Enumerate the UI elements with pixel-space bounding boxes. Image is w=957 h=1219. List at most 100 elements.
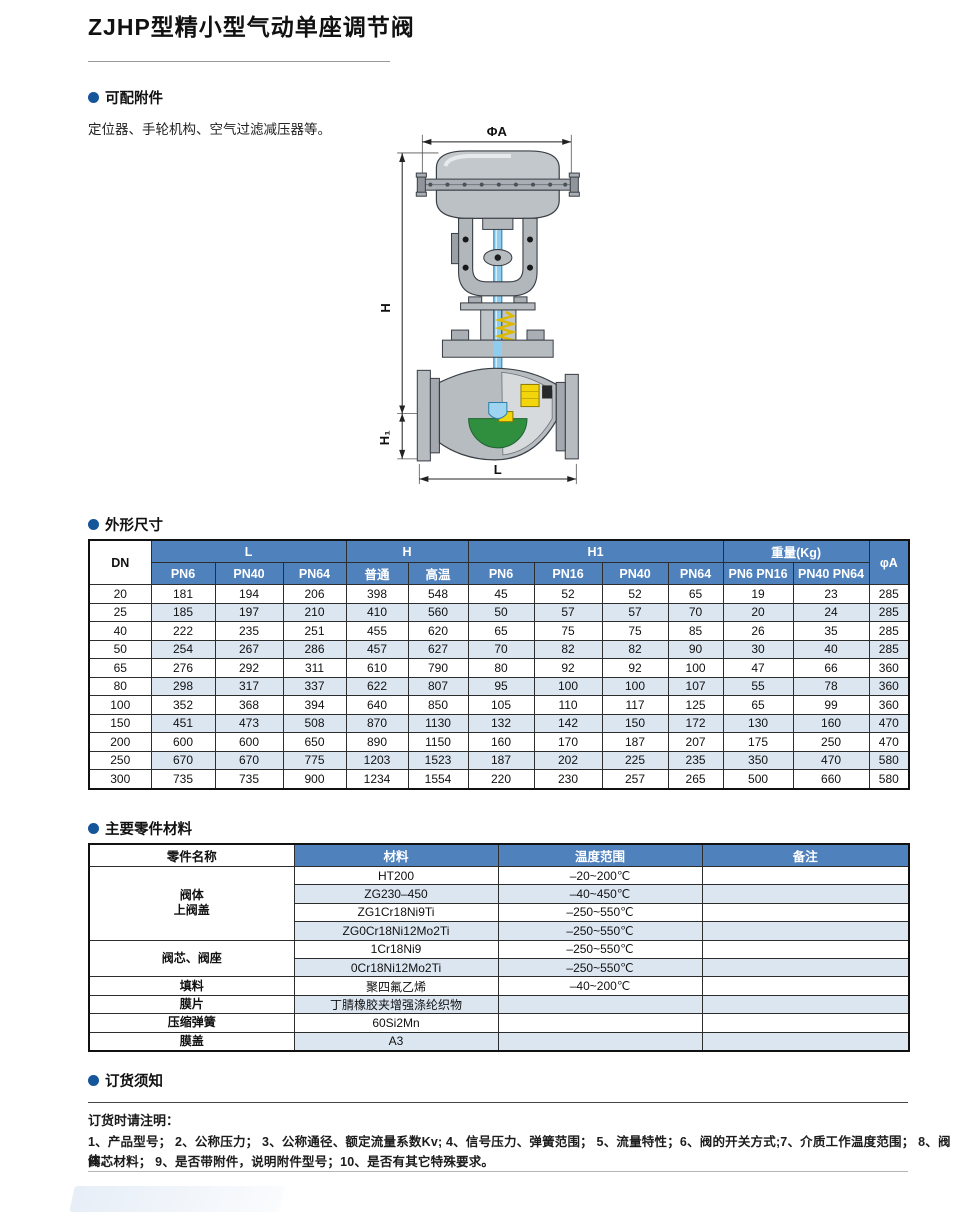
dim-value-cell: 650 [282, 732, 347, 752]
dim-value-cell: 47 [722, 658, 794, 678]
section-heading-dimensions: 外形尺寸 [88, 514, 163, 535]
dim-value-cell: 170 [533, 732, 603, 752]
dim-value-cell: 622 [345, 676, 409, 696]
flange-bolts [428, 182, 568, 187]
dim-value-cell: 317 [214, 676, 284, 696]
mat-remark-cell [701, 1031, 910, 1052]
dim-dn-cell: 40 [88, 621, 152, 641]
section-heading-label: 外形尺寸 [105, 518, 163, 534]
dim-value-cell: 45 [467, 584, 535, 604]
ordering-note-line: 1、产品型号； 2、公称压力； 3、公称通径、额定流量系数Kv; 4、信号压力、… [88, 1135, 951, 1168]
dim-value-cell: 175 [722, 732, 794, 752]
mat-temp-cell [497, 1013, 703, 1033]
mat-temp-cell: –250~550℃ [497, 902, 703, 923]
mat-material-cell: A3 [293, 1031, 499, 1052]
dim-value-cell: 65 [722, 695, 794, 715]
mat-part-name-cell: 膜盖 [88, 1031, 295, 1052]
mat-remark-cell [701, 865, 910, 886]
dim-value-cell: 285 [868, 639, 910, 659]
dim-value-cell: 410 [345, 602, 409, 622]
dim-value-cell: 398 [345, 584, 409, 604]
dim-dn-cell: 200 [88, 732, 152, 752]
dim-value-cell: 225 [601, 750, 669, 770]
dim-value-cell: 870 [345, 713, 409, 733]
dim-label-h: H [378, 303, 393, 312]
page-title: ZJHP型精小型气动单座调节阀 [88, 14, 415, 40]
mat-temp-cell: –20~200℃ [497, 865, 703, 886]
dim-value-cell: 105 [467, 695, 535, 715]
dim-value-cell: 360 [868, 676, 910, 696]
mat-material-cell: 0Cr18Ni12Mo2Ti [293, 957, 499, 978]
dim-value-cell: 1554 [407, 769, 469, 789]
dim-value-cell: 197 [214, 602, 284, 622]
dim-value-cell: 181 [150, 584, 216, 604]
dim-value-cell: 70 [467, 639, 535, 659]
dim-value-cell: 230 [533, 769, 603, 789]
dim-value-cell: 250 [792, 732, 870, 752]
dim-value-cell: 26 [722, 621, 794, 641]
dim-value-cell: 206 [282, 584, 347, 604]
dim-group-h1: H1 [467, 539, 724, 563]
dim-table-row: 50 254 267 286 457 627 70 82 82 90 30 40 285 [88, 639, 910, 659]
mat-part-name-cell: 阀体 上阀盖 [88, 866, 295, 941]
dim-value-cell: 790 [407, 658, 469, 678]
section-heading-accessories: 可配附件 [88, 87, 163, 108]
plug-guide [520, 383, 540, 408]
dim-value-cell: 580 [868, 769, 910, 789]
mat-col-temp: 温度范围 [497, 843, 703, 867]
dim-value-cell: 470 [868, 732, 910, 752]
mat-table-row: 阀芯、阀座 1Cr18Ni9 –250~550℃ [88, 939, 910, 978]
valve-body [416, 367, 579, 462]
left-flange [416, 369, 431, 462]
ordering-note-title: 订货时请注明： [88, 1113, 180, 1128]
dim-group-header-row: DN L H H1 重量(Kg) φA [88, 539, 910, 585]
mat-material-cell: ZG0Cr18Ni12Mo2Ti [293, 921, 499, 941]
mat-table-row: 填料 聚四氟乙烯 –40~200℃ [88, 976, 910, 996]
dim-value-cell: 160 [467, 732, 535, 752]
dim-value-cell: 640 [345, 695, 409, 715]
dim-dn-cell: 250 [88, 750, 152, 770]
dim-value-cell: 65 [467, 621, 535, 641]
mat-table-row: 膜片 丁腈橡胶夹增强涤纶织物 [88, 994, 910, 1015]
dim-dn-cell: 80 [88, 676, 152, 696]
dim-value-cell: 95 [467, 676, 535, 696]
section-heading-materials: 主要零件材料 [88, 818, 192, 839]
dim-subheader-cell: PN6 [467, 562, 535, 585]
mat-header-row: 零件名称 材料 温度范围 备注 [88, 843, 910, 867]
dim-value-cell: 222 [150, 621, 216, 641]
mat-material-cell: HT200 [293, 865, 499, 886]
dim-value-cell: 125 [667, 695, 724, 715]
dim-value-cell: 285 [868, 621, 910, 641]
mat-part-name-cell: 填料 [88, 976, 295, 996]
dim-table-row: 40 222 235 251 455 620 65 75 75 85 26 35 285 [88, 621, 910, 641]
dim-value-cell: 117 [601, 695, 669, 715]
dim-value-cell: 285 [868, 584, 910, 604]
dim-value-cell: 92 [533, 658, 603, 678]
dim-subheader-cell: PN6 [150, 562, 216, 585]
dim-value-cell: 735 [214, 769, 284, 789]
dim-dn-cell: 150 [88, 713, 152, 733]
dim-value-cell: 100 [667, 658, 724, 678]
dim-value-cell: 451 [150, 713, 216, 733]
dim-value-cell: 1523 [407, 750, 469, 770]
mat-table-row: ZG230–450 –40~450℃ [89, 884, 910, 904]
bullet-icon [88, 823, 99, 834]
mat-temp-cell: –40~200℃ [497, 976, 703, 996]
bonnet [441, 296, 554, 358]
dim-value-cell: 500 [722, 769, 794, 789]
dim-value-cell: 85 [667, 621, 724, 641]
dim-value-cell: 350 [722, 750, 794, 770]
mat-table-row: 膜盖 A3 [88, 1031, 910, 1052]
dim-value-cell: 251 [282, 621, 347, 641]
bullet-icon [88, 92, 99, 103]
dim-value-cell: 292 [214, 658, 284, 678]
section-heading-label: 可配附件 [105, 91, 163, 107]
mat-temp-cell: –40~450℃ [497, 884, 703, 904]
yoke [451, 217, 538, 297]
dim-value-cell: 457 [345, 639, 409, 659]
dim-subheader-cell: PN64 [667, 562, 724, 585]
dim-value-cell: 110 [533, 695, 603, 715]
dim-dn-cell: 65 [88, 658, 152, 678]
section-heading-label: 订货须知 [105, 1074, 163, 1090]
dim-value-cell: 1234 [345, 769, 409, 789]
